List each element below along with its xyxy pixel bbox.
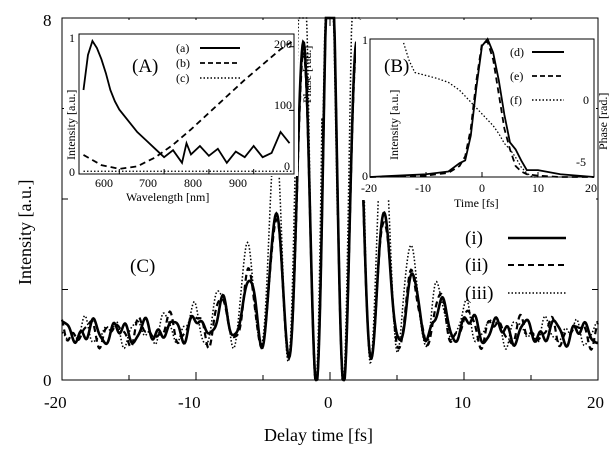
inset-a-xtick-800: 800: [184, 176, 202, 190]
legend-label-ii: (ii): [465, 255, 488, 276]
inset-a-panel-label: (A): [132, 56, 158, 77]
inset-b-panel-label: (B): [384, 56, 409, 77]
inset-b-xtick-10: 10: [532, 181, 544, 195]
legend-label-iii: (iii): [465, 283, 494, 304]
inset-a-x-axis-label: Wavelength [nm]: [126, 190, 209, 204]
inset-b-x-axis-label: Time [fs]: [454, 196, 499, 210]
inset-a-legend-a: (a): [176, 41, 189, 55]
inset-b-xtick-0: 0: [479, 181, 485, 195]
inset-b-y2-axis-label: Phase [rad.]: [596, 93, 610, 150]
inset-b-legend-d: (d): [510, 45, 524, 59]
main-x-axis-label: Delay time [fs]: [264, 425, 373, 445]
inset-a-legend-b: (b): [176, 56, 190, 70]
inset-b: 1 0 0 -5 -20 -10 0 10 20 Time [fs] Inten…: [356, 20, 610, 210]
main-ytick-0: 0: [43, 371, 52, 390]
main-xtick-m20: -20: [44, 393, 67, 412]
inset-a-xtick-700: 700: [139, 176, 157, 190]
main-xtick-m10: -10: [178, 393, 201, 412]
main-xtick-0: 0: [324, 393, 333, 412]
inset-b-y-axis-label: Intensity [a.u.]: [387, 90, 401, 160]
main-y-axis-label: Intensity [a.u.]: [15, 180, 35, 285]
inset-a-xtick-900: 900: [229, 176, 247, 190]
inset-a-xtick-600: 600: [95, 176, 113, 190]
inset-a-legend-c: (c): [176, 71, 189, 85]
main-panel-label: (C): [130, 256, 155, 277]
inset-b-ytick-1: 1: [362, 33, 368, 47]
main-xtick-10: 10: [454, 393, 471, 412]
inset-b-xtick-m10: -10: [415, 181, 431, 195]
inset-b-y2tick-m5: -5: [576, 155, 586, 169]
inset-b-xtick-m20: -20: [361, 181, 377, 195]
main-ytick-8: 8: [43, 11, 52, 30]
inset-a: 1 0 200 100 0 600 700 800 900 Wavelength…: [64, 20, 314, 204]
inset-a-ytick-0: 0: [69, 165, 75, 179]
main-xtick-20: 20: [587, 393, 604, 412]
inset-b-legend-f: (f): [510, 93, 522, 107]
inset-b-legend-e: (e): [510, 69, 523, 83]
inset-a-y2tick-0: 0: [284, 159, 290, 173]
inset-a-ytick-1: 1: [69, 31, 75, 45]
inset-a-y-axis-label: Intensity [a.u.]: [64, 90, 78, 160]
inset-a-y2tick-100: 100: [274, 98, 292, 112]
inset-b-xtick-20: 20: [585, 181, 597, 195]
inset-b-y2tick-0: 0: [583, 93, 589, 107]
main-legend: (i) (ii) (iii): [465, 228, 566, 304]
legend-label-i: (i): [465, 228, 483, 249]
inset-a-y2-axis-label: Phase [rad.]: [300, 46, 314, 103]
inset-a-y2tick-200: 200: [274, 37, 292, 51]
